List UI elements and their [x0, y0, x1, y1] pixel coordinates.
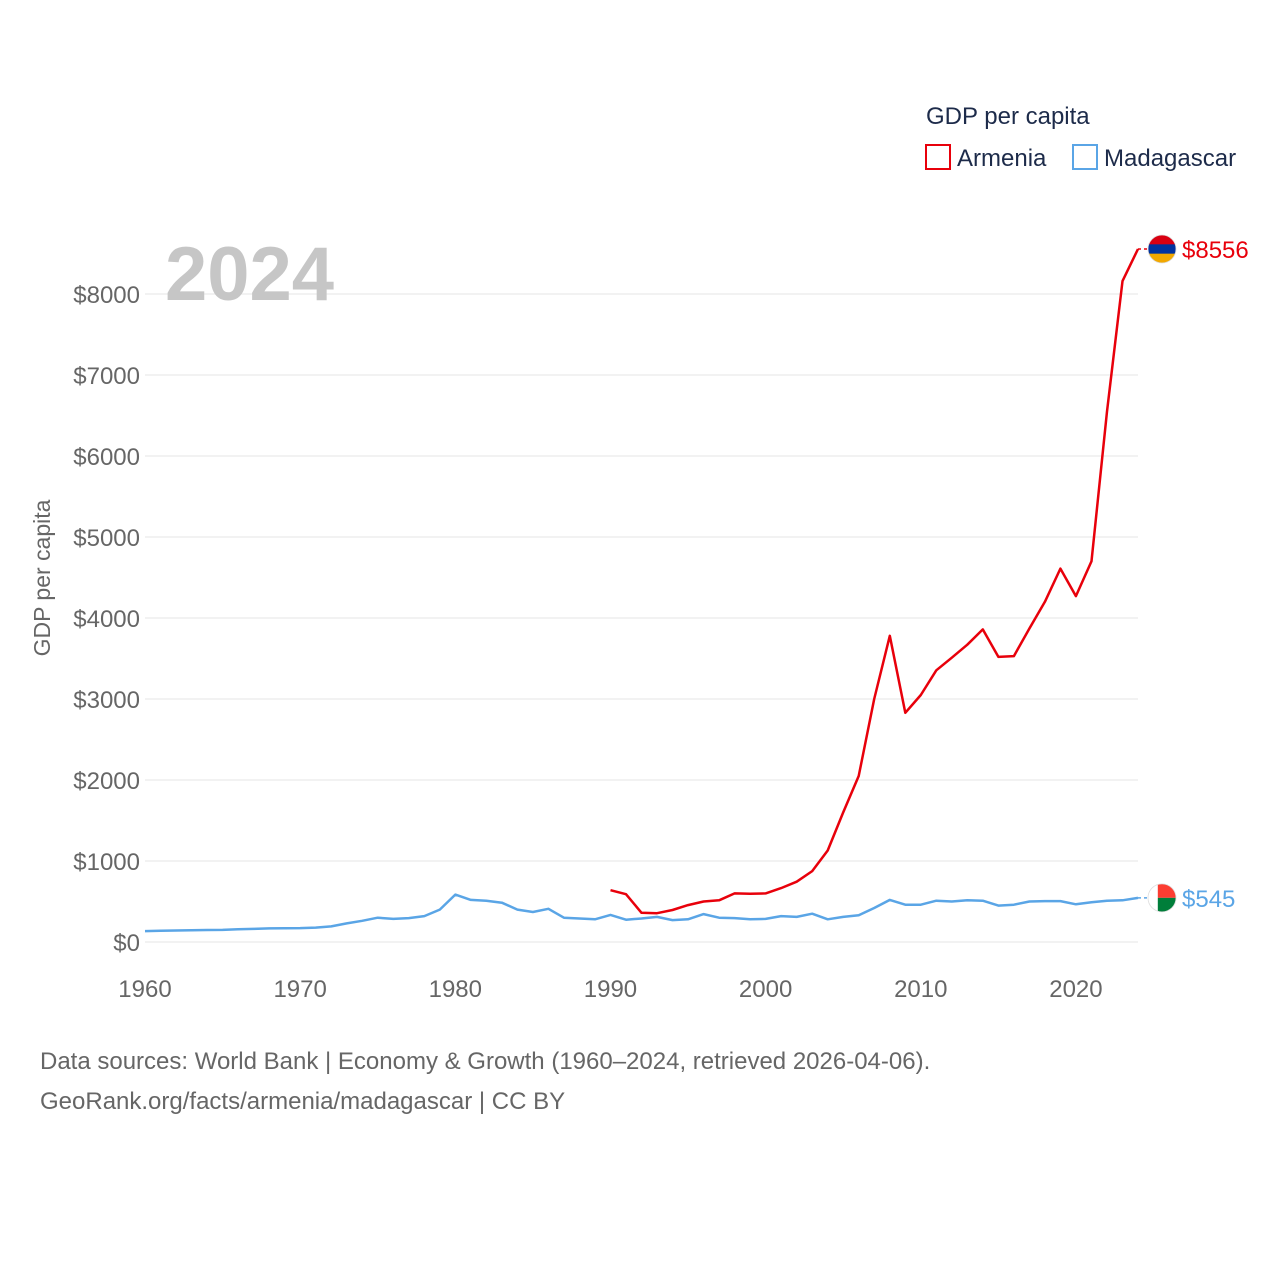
legend-item-madagascar[interactable]: Madagascar	[1072, 144, 1236, 172]
series-line-madagascar	[144, 893, 1139, 933]
x-tick-label: 1990	[584, 976, 637, 1003]
y-tick-label: $6000	[73, 444, 140, 471]
y-tick-label: $3000	[73, 687, 140, 714]
flag-madagascar-icon	[1148, 883, 1176, 912]
x-tick-label: 2000	[739, 976, 792, 1003]
legend-swatch	[925, 144, 951, 170]
data-source-footer: Data sources: World Bank | Economy & Gro…	[40, 1042, 930, 1122]
legend-label: Armenia	[957, 145, 1047, 172]
y-tick-label: $4000	[73, 606, 140, 633]
x-tick-label: 1960	[118, 976, 171, 1003]
y-tick-label: $5000	[73, 525, 140, 552]
x-tick-label: 1980	[429, 976, 482, 1003]
y-tick-label: $7000	[73, 363, 140, 390]
legend-item-armenia[interactable]: Armenia	[925, 144, 1047, 172]
source-line: Data sources: World Bank | Economy & Gro…	[40, 1048, 931, 1075]
attribution-line: GeoRank.org/facts/armenia/madagascar | C…	[40, 1088, 566, 1115]
x-axis-ticks: 1960 1970 1980 1990 2000 2010 2020	[118, 976, 1102, 1003]
end-value-label-armenia: $8556	[1182, 237, 1249, 264]
gdp-line-chart: $0 $1000 $2000 $3000 $4000 $5000 $6000 $7000 $80…	[29, 103, 1249, 1003]
series-lines	[144, 248, 1140, 933]
y-axis-ticks: $0 $1000 $2000 $3000 $4000 $5000 $6000 $7000 $80…	[73, 282, 140, 957]
legend-title: GDP per capita	[926, 103, 1090, 130]
series-line-armenia	[610, 248, 1140, 915]
legend: GDP per capita Armenia Madagascar	[925, 103, 1236, 172]
legend-label: Madagascar	[1104, 145, 1236, 172]
y-tick-label: $0	[113, 930, 140, 957]
y-tick-label: $1000	[73, 849, 140, 876]
gridlines	[145, 293, 1138, 943]
y-tick-label: $8000	[73, 282, 140, 309]
end-value-label-madagascar: $545	[1182, 886, 1235, 913]
x-tick-label: 2010	[894, 976, 947, 1003]
y-axis-label: GDP per capita	[29, 499, 55, 656]
x-tick-label: 1970	[273, 976, 326, 1003]
flag-armenia-icon	[1148, 235, 1176, 263]
y-tick-label: $2000	[73, 768, 140, 795]
series-end-labels: $8556 $545	[1138, 234, 1249, 913]
year-watermark: 2024	[165, 232, 334, 317]
x-tick-label: 2020	[1049, 976, 1102, 1003]
legend-swatch	[1072, 144, 1098, 170]
